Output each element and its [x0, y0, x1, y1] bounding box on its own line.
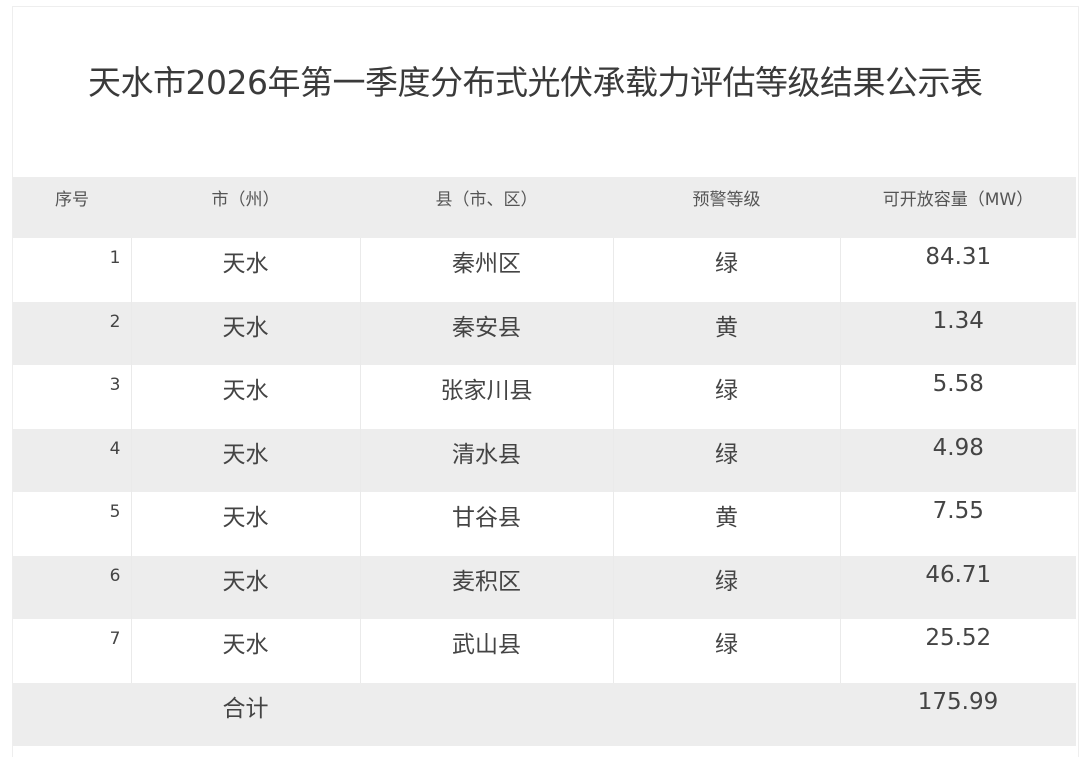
total-label: 合计 [131, 682, 360, 746]
cell-warning-level: 绿 [612, 555, 840, 619]
total-value: 175.99 [840, 682, 1076, 746]
cell-county: 秦州区 [359, 238, 613, 302]
cell-capacity: 4.98 [839, 428, 1076, 492]
cell-empty [13, 682, 131, 746]
cell-county: 清水县 [359, 428, 613, 492]
cell-empty [613, 682, 840, 746]
cell-county: 麦积区 [359, 555, 613, 619]
cell-index: 6 [13, 555, 131, 619]
table-row: 5 天水 甘谷县黄 7.55 [13, 492, 1076, 556]
cell-city: 天水 [130, 492, 360, 556]
cell-index: 7 [109, 629, 121, 649]
cell-county: 武山县 [359, 619, 613, 683]
header-index: 序号 [13, 177, 131, 238]
cell-empty [360, 682, 613, 746]
table-row: 2 天水 秦安县黄 1.34 [13, 301, 1076, 365]
cell-warning-level: 绿 [612, 238, 840, 302]
results-table: 序号 市（州） 县（市、区） 预警等级 可开放容量（MW） 1 天水 秦州区绿 84.… [13, 177, 1076, 746]
cell-capacity: 5.58 [839, 365, 1076, 429]
cell-city: 天水 [130, 619, 360, 683]
total-row: 合计 175.99 [13, 682, 1076, 746]
cell-county: 甘谷县 [359, 492, 613, 556]
header-warning-level: 预警等级 [613, 177, 840, 238]
cell-index: 3 [109, 375, 121, 395]
cell-index: 1 [109, 248, 121, 268]
cell-index: 4 [13, 428, 131, 492]
cell-capacity: 25.52 [839, 619, 1076, 683]
table-row: 7 天水 武山县绿 25.52 [13, 619, 1076, 683]
cell-capacity: 46.71 [839, 555, 1076, 619]
table-row: 4 天水 清水县绿 4.98 [13, 428, 1076, 492]
header-city: 市（州） [131, 177, 360, 238]
cell-county: 秦安县 [359, 301, 613, 365]
table-header-row: 序号 市（州） 县（市、区） 预警等级 可开放容量（MW） [13, 177, 1076, 238]
cell-warning-level: 黄 [612, 301, 840, 365]
cell-capacity: 84.31 [839, 238, 1076, 302]
table-row: 3 天水 张家川县绿 5.58 [13, 365, 1076, 429]
cell-warning-level: 绿 [612, 365, 840, 429]
page-frame [12, 6, 1079, 757]
cell-warning-level: 黄 [612, 492, 840, 556]
cell-capacity: 1.34 [839, 301, 1076, 365]
cell-index: 5 [109, 502, 121, 522]
cell-capacity: 7.55 [839, 492, 1076, 556]
cell-county: 张家川县 [359, 365, 613, 429]
cell-city: 天水 [130, 301, 360, 365]
cell-city: 天水 [130, 238, 360, 302]
cell-city: 天水 [130, 428, 360, 492]
header-capacity: 可开放容量（MW） [840, 177, 1076, 238]
page-title: 天水市2026年第一季度分布式光伏承载力评估等级结果公示表 [88, 63, 983, 102]
cell-warning-level: 绿 [612, 619, 840, 683]
table-row: 6 天水 麦积区绿 46.71 [13, 555, 1076, 619]
header-county: 县（市、区） [360, 177, 613, 238]
cell-city: 天水 [130, 365, 360, 429]
cell-index: 2 [13, 301, 131, 365]
table-row: 1 天水 秦州区绿 84.31 [13, 238, 1076, 302]
cell-warning-level: 绿 [612, 428, 840, 492]
cell-city: 天水 [130, 555, 360, 619]
